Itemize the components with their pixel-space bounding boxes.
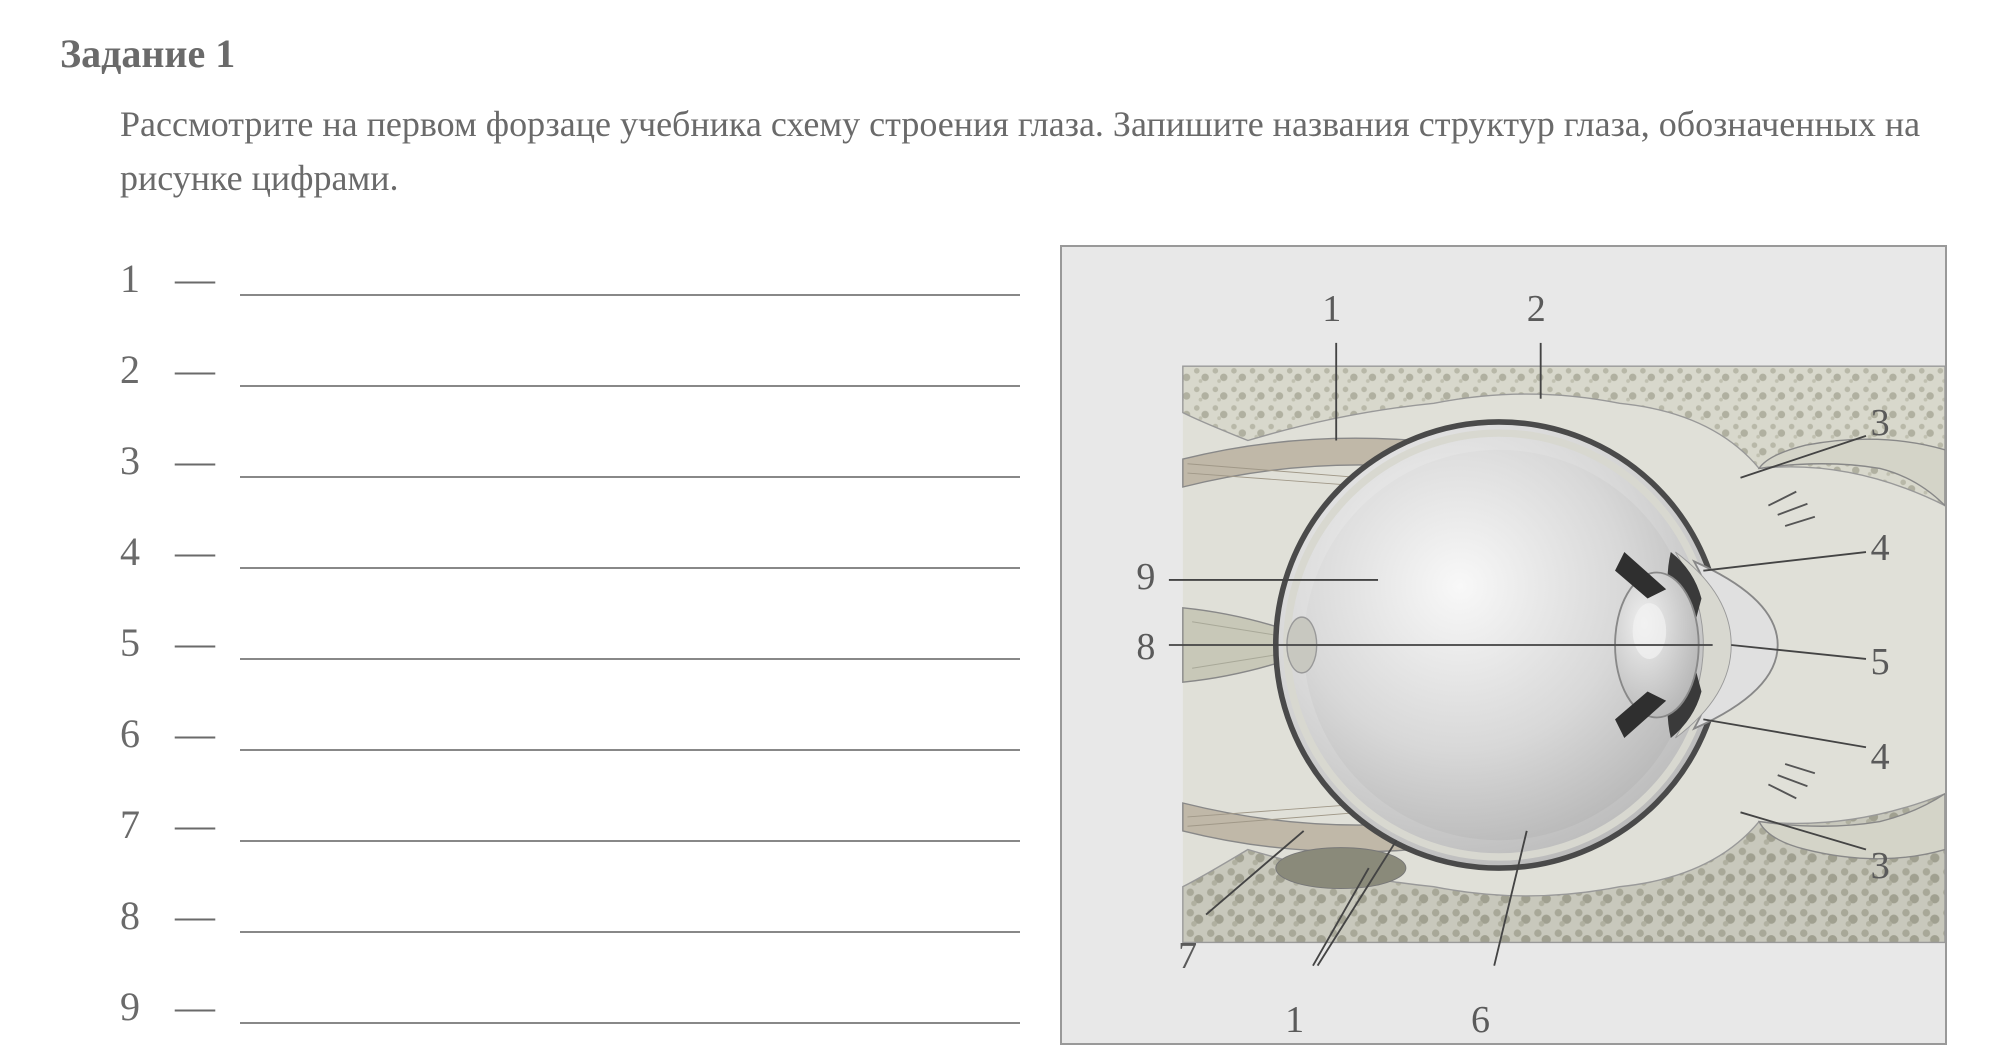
answer-row: 7—: [120, 801, 1020, 848]
answer-blank-line[interactable]: [240, 294, 1020, 296]
answer-row: 9—: [120, 983, 1020, 1030]
diagram-label-number: 7: [1178, 934, 1197, 978]
answer-dash: —: [175, 619, 215, 666]
diagram-label-number: 3: [1871, 844, 1890, 888]
answer-dash: —: [175, 892, 215, 939]
content-area: 1—2—3—4—5—6—7—8—9—: [60, 245, 1947, 1045]
answer-dash: —: [175, 437, 215, 484]
answer-row: 2—: [120, 346, 1020, 393]
answer-number: 2: [120, 346, 170, 393]
answer-number: 7: [120, 801, 170, 848]
answer-row: 8—: [120, 892, 1020, 939]
answer-dash: —: [175, 346, 215, 393]
answer-row: 5—: [120, 619, 1020, 666]
diagram-label-number: 1: [1322, 287, 1341, 331]
diagram-label-number: 8: [1136, 625, 1155, 669]
answer-dash: —: [175, 528, 215, 575]
answer-row: 1—: [120, 255, 1020, 302]
answer-list: 1—2—3—4—5—6—7—8—9—: [120, 245, 1020, 1045]
answer-row: 3—: [120, 437, 1020, 484]
task-title: Задание 1: [60, 30, 1947, 77]
diagram-label-number: 1: [1285, 998, 1304, 1042]
diagram-label-number: 6: [1471, 998, 1490, 1042]
answer-blank-line[interactable]: [240, 1022, 1020, 1024]
task-instruction: Рассмотрите на первом форзаце учебника с…: [60, 97, 1947, 205]
answer-number: 4: [120, 528, 170, 575]
answer-blank-line[interactable]: [240, 476, 1020, 478]
answer-dash: —: [175, 710, 215, 757]
answer-number: 3: [120, 437, 170, 484]
diagram-label-number: 9: [1136, 555, 1155, 599]
answer-number: 8: [120, 892, 170, 939]
answer-number: 6: [120, 710, 170, 757]
diagram-label-number: 4: [1871, 735, 1890, 779]
answer-number: 5: [120, 619, 170, 666]
answer-number: 9: [120, 983, 170, 1030]
answer-blank-line[interactable]: [240, 749, 1020, 751]
diagram-label-number: 4: [1871, 526, 1890, 570]
answer-blank-line[interactable]: [240, 931, 1020, 933]
answer-row: 4—: [120, 528, 1020, 575]
eye-diagram: 1 2 3 4 5 4 3 9 8 7 1 6: [1060, 245, 1947, 1045]
diagram-label-number: 2: [1527, 287, 1546, 331]
answer-number: 1: [120, 255, 170, 302]
answer-dash: —: [175, 801, 215, 848]
answer-blank-line[interactable]: [240, 567, 1020, 569]
diagram-label-number: 5: [1871, 640, 1890, 684]
answer-blank-line[interactable]: [240, 658, 1020, 660]
diagram-label-number: 3: [1871, 401, 1890, 445]
answer-blank-line[interactable]: [240, 840, 1020, 842]
eye-diagram-svg: [1062, 247, 1945, 1043]
answer-dash: —: [175, 983, 215, 1030]
answer-blank-line[interactable]: [240, 385, 1020, 387]
answer-dash: —: [175, 255, 215, 302]
answer-row: 6—: [120, 710, 1020, 757]
